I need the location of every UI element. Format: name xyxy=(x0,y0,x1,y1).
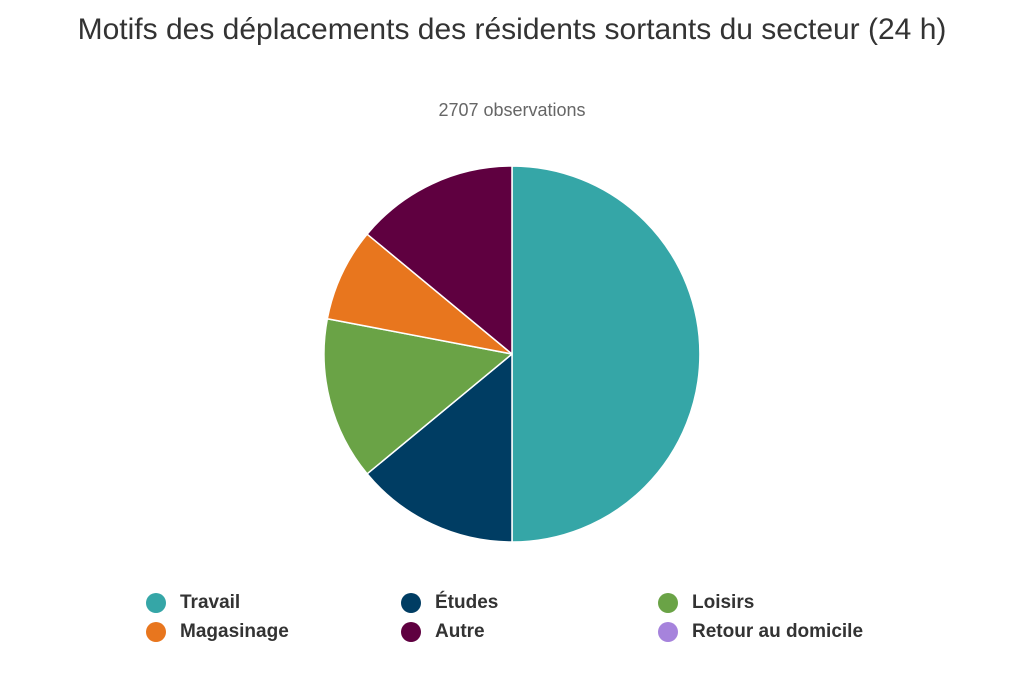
pie-slice-autre[interactable] xyxy=(366,165,513,355)
legend-label-retour-au-domicile: Retour au domicile xyxy=(692,621,864,642)
pie-chart xyxy=(323,165,701,543)
legend-label-travail: Travail xyxy=(180,592,241,613)
legend-item-retour-au-domicile[interactable]: Retour au domicile xyxy=(658,618,863,646)
pie-slice-magasinage[interactable] xyxy=(326,233,513,355)
legend-label-autre: Autre xyxy=(435,621,485,642)
legend-item-magasinage[interactable]: Magasinage xyxy=(146,618,289,646)
legend-label-etudes: Études xyxy=(435,592,499,613)
legend-marker-etudes-icon xyxy=(401,593,421,613)
chart-subtitle: 2707 observations xyxy=(438,100,586,120)
legend-label-loisirs: Loisirs xyxy=(692,592,755,613)
pie-slice-etudes[interactable] xyxy=(366,353,513,543)
legend-item-etudes[interactable]: Études xyxy=(401,589,498,617)
legend-label-magasinage: Magasinage xyxy=(180,621,289,642)
legend-marker-retour-au-domicile-icon xyxy=(658,622,678,642)
chart-title: Motifs des déplacements des résidents so… xyxy=(77,13,947,46)
legend-marker-autre-icon xyxy=(401,622,421,642)
legend-item-loisirs[interactable]: Loisirs xyxy=(658,589,754,617)
legend-marker-travail-icon xyxy=(146,593,166,613)
legend-marker-magasinage-icon xyxy=(146,622,166,642)
chart-legend: Travail Études Loisirs Magasinage Autre … xyxy=(0,589,1024,659)
legend-item-travail[interactable]: Travail xyxy=(146,589,240,617)
pie-slice-travail[interactable] xyxy=(511,165,701,543)
pie-slice-loisirs[interactable] xyxy=(323,318,513,475)
legend-marker-loisirs-icon xyxy=(658,593,678,613)
legend-item-autre[interactable]: Autre xyxy=(401,618,485,646)
